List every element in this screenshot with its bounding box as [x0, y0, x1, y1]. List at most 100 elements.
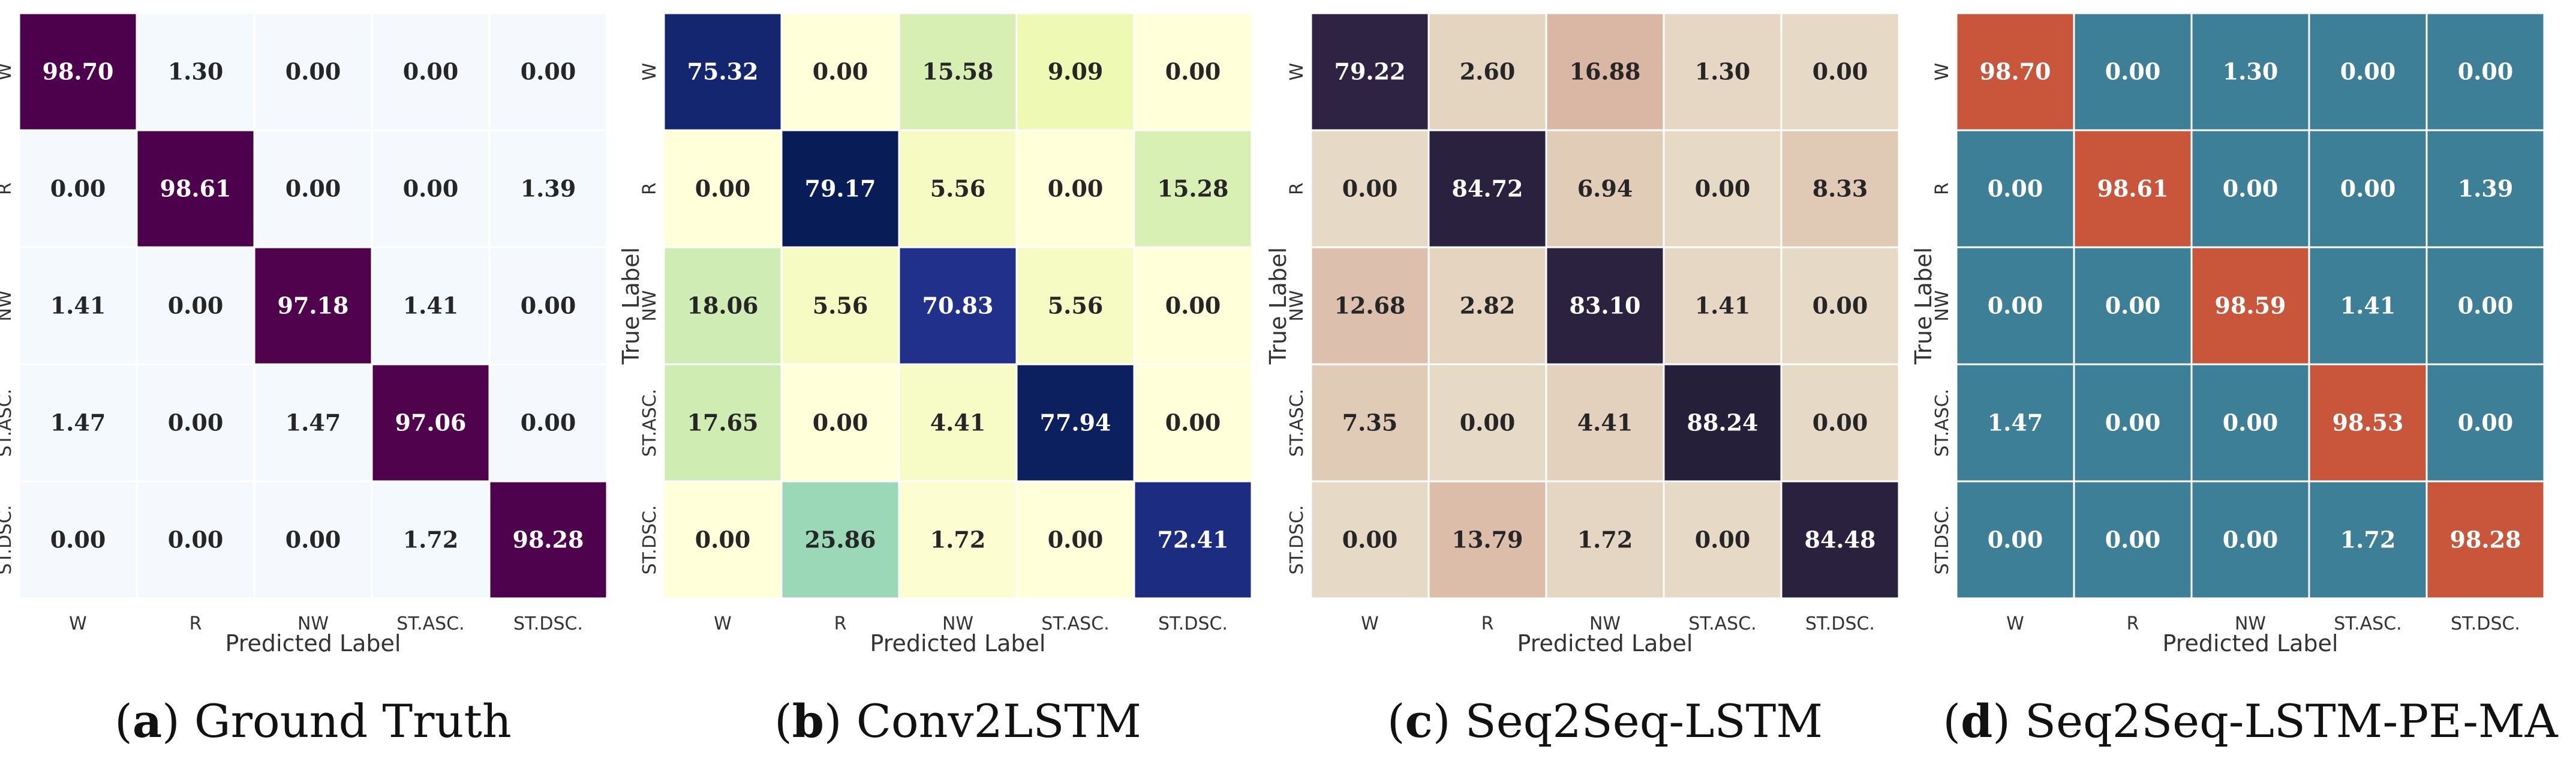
y-tick-label: ST.DSC. [1287, 505, 1307, 575]
x-axis-label: Predicted Label [226, 630, 401, 657]
cell-value: 0.00 [521, 409, 576, 436]
cell-value: 7.35 [1342, 409, 1398, 436]
cell-value: 0.00 [695, 526, 751, 553]
heatmap-cell [2308, 363, 2428, 483]
cell-value: 4.41 [1577, 409, 1633, 436]
heatmap-cell [1015, 246, 1135, 365]
cell-value: 15.58 [922, 58, 994, 85]
heatmap-cell [488, 480, 608, 600]
cell-value: 79.22 [1334, 58, 1406, 85]
panel-caption: (c) Seq2Seq-LSTM [1387, 694, 1823, 748]
cell-value: 0.00 [403, 175, 459, 202]
cell-value: 75.32 [687, 58, 759, 85]
cell-value: 0.00 [1048, 526, 1104, 553]
cell-value: 1.41 [2340, 292, 2396, 319]
heatmap-cell [1310, 363, 1430, 483]
heatmap-cell [136, 246, 256, 365]
cell-value: 13.79 [1452, 526, 1523, 553]
cell-value: 0.00 [1165, 409, 1221, 436]
cell-value: 18.06 [687, 292, 759, 319]
cell-value: 0.00 [813, 58, 868, 85]
cell-value: 98.53 [2332, 409, 2404, 436]
cell-value: 98.28 [513, 526, 584, 553]
x-tick-label: W [69, 613, 87, 634]
y-tick-label: W [639, 63, 660, 81]
cell-value: 1.72 [403, 526, 459, 553]
heatmap-cell [2308, 129, 2428, 248]
cell-value: 15.28 [1158, 175, 1229, 202]
cell-value: 25.86 [805, 526, 876, 553]
cell-value: 1.47 [1988, 409, 2043, 436]
x-tick-label: R [2127, 613, 2139, 634]
cell-value: 0.00 [1988, 175, 2043, 202]
heatmap-cell [1310, 129, 1430, 248]
caption-text: Seq2Seq-LSTM [1465, 694, 1823, 748]
y-tick-label: W [1287, 63, 1307, 81]
caption-paren-close: ) [824, 694, 856, 748]
y-tick-label: ST.ASC. [639, 389, 660, 457]
cell-value: 0.00 [2458, 409, 2514, 436]
cell-value: 0.00 [2223, 526, 2279, 553]
cell-value: 0.00 [1988, 526, 2043, 553]
heatmap-cell [18, 12, 138, 131]
cell-value: 8.33 [1812, 175, 1868, 202]
cell-value: 0.00 [1165, 58, 1221, 85]
heatmap-cell [1427, 129, 1547, 248]
heatmap-panel-a: 98.70 1.30 0.00 0.00 0.00 0.00 98.61 0.00 0.00 1.… [0, 12, 608, 748]
heatmap-cell [663, 12, 783, 131]
cell-value: 98.61 [160, 175, 232, 202]
cell-value: 0.00 [1165, 292, 1221, 319]
heatmap-cell [898, 246, 1018, 365]
heatmap-cell [1780, 480, 1900, 600]
x-tick-label: ST.ASC. [2334, 613, 2401, 634]
cell-value: 0.00 [168, 292, 224, 319]
y-tick-label: R [0, 182, 16, 195]
cell-value: 84.48 [1805, 526, 1876, 553]
heatmap-panel-d: 98.70 0.00 1.30 0.00 0.00 0.00 98.61 0.00 0.00 1.… [1910, 12, 2559, 748]
y-tick-label: NW [0, 290, 16, 321]
y-tick-label: ST.DSC. [639, 505, 660, 575]
cell-value: 97.18 [278, 292, 349, 319]
x-tick-label: ST.DSC. [1158, 613, 1228, 634]
cell-value: 4.41 [930, 409, 986, 436]
heatmap-cell [2190, 129, 2310, 248]
cell-value: 0.00 [2340, 58, 2396, 85]
x-axis-label: Predicted Label [2163, 630, 2338, 657]
y-tick-label: ST.ASC. [1932, 389, 1953, 457]
cell-value: 97.06 [395, 409, 467, 436]
y-tick-label: R [639, 182, 660, 195]
heatmap-cell [136, 12, 256, 131]
cell-value: 6.94 [1577, 175, 1633, 202]
caption-paren-open: ( [774, 694, 792, 748]
heatmap-cell [371, 363, 491, 483]
heatmap-cell [663, 129, 783, 248]
x-tick-label: ST.DSC. [1805, 613, 1875, 634]
y-tick-label: R [1932, 182, 1953, 195]
cell-value: 0.00 [1342, 175, 1398, 202]
heatmap-cell [2073, 12, 2193, 131]
cell-value: 79.17 [805, 175, 876, 202]
y-tick-label: W [0, 63, 16, 81]
cell-value: 98.28 [2450, 526, 2521, 553]
heatmap-cell [1015, 12, 1135, 131]
cell-value: 17.65 [687, 409, 759, 436]
heatmap-cell [253, 363, 373, 483]
cell-value: 1.72 [2340, 526, 2396, 553]
cell-value: 0.00 [521, 58, 576, 85]
x-tick-label: ST.ASC. [1688, 613, 1756, 634]
panel-caption: (d) Seq2Seq-LSTM-PE-MA [1943, 694, 2558, 748]
heatmap-cell [136, 480, 256, 600]
cell-value: 0.00 [1812, 58, 1868, 85]
heatmap-cell [2425, 363, 2545, 483]
heatmap-cell [1427, 480, 1547, 600]
caption-paren-close: ) [1992, 694, 2025, 748]
heatmap-cell [1780, 246, 1900, 365]
cell-value: 1.41 [50, 292, 106, 319]
heatmap-cell [1133, 480, 1253, 600]
heatmap-cell [1545, 480, 1665, 600]
cell-value: 0.00 [1695, 526, 1751, 553]
cell-value: 0.00 [2458, 58, 2514, 85]
cell-value: 0.00 [403, 58, 459, 85]
cell-value: 0.00 [50, 175, 106, 202]
cell-value: 98.59 [2215, 292, 2286, 319]
